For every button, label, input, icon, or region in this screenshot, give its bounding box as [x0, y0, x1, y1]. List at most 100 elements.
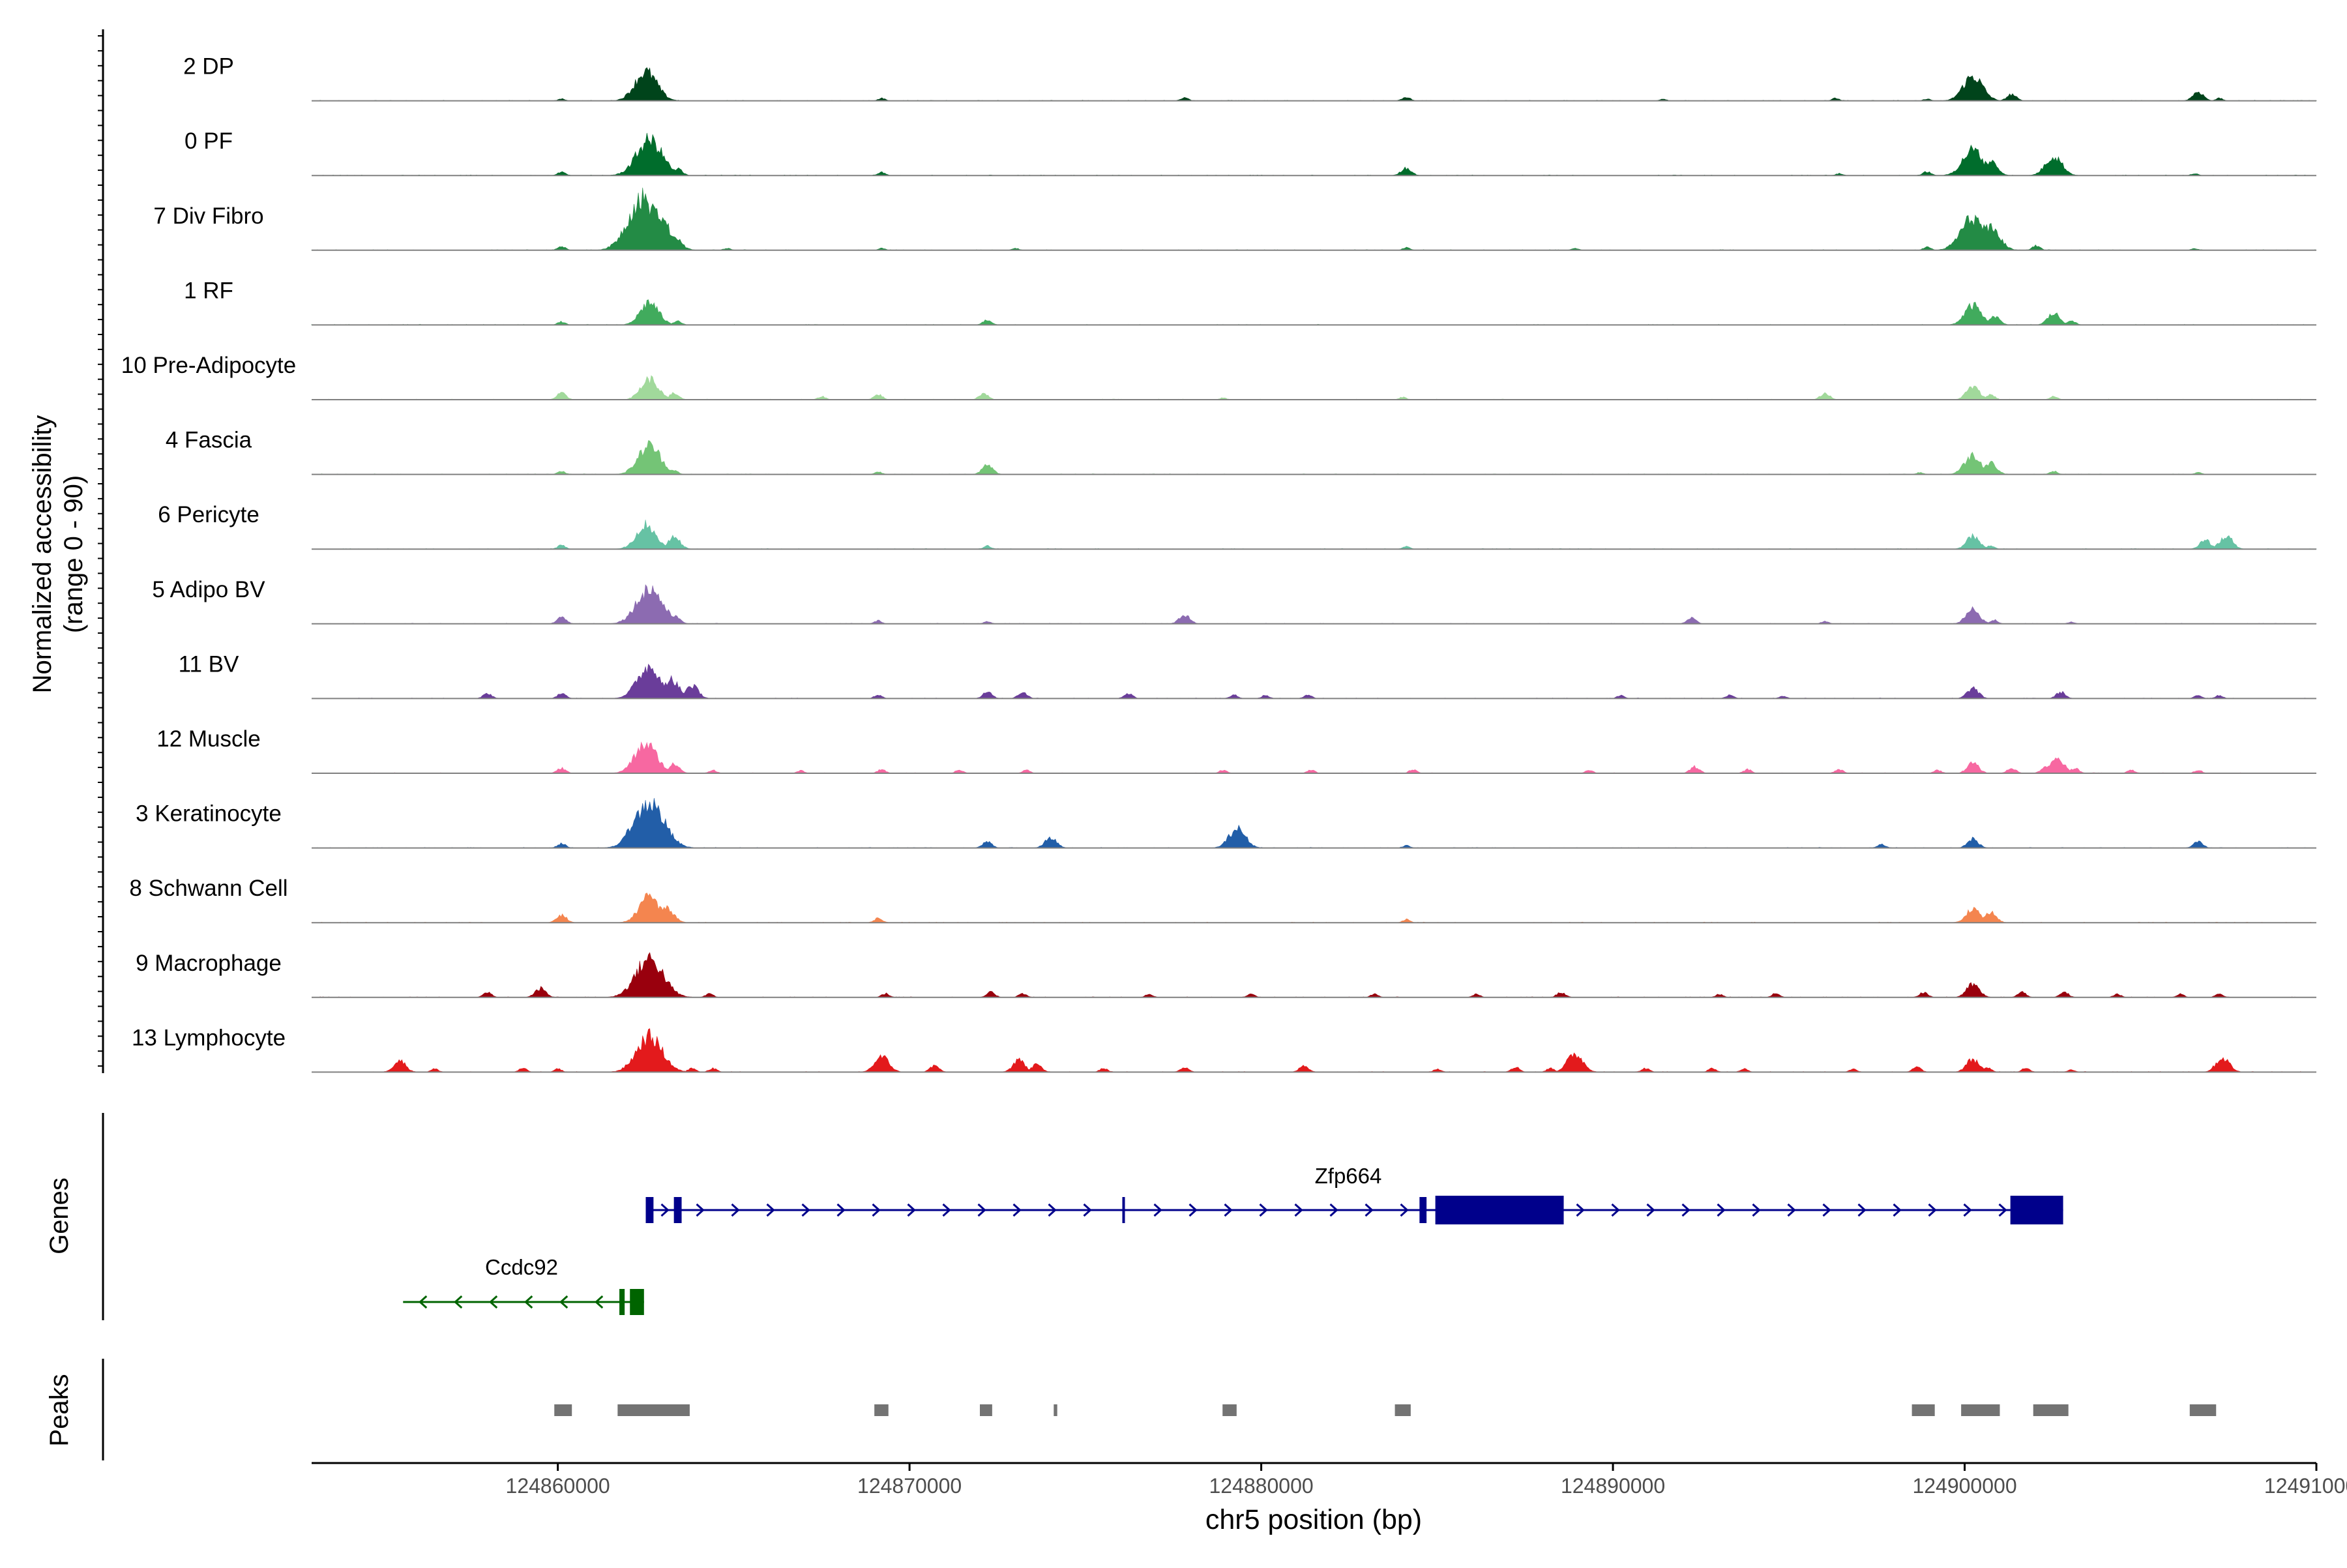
exon — [1122, 1197, 1125, 1223]
track-10: 3 Keratinocyte — [136, 798, 2316, 849]
strand-chevron — [1576, 1203, 1585, 1217]
track-4: 10 Pre-Adipocyte — [121, 353, 2316, 400]
coverage-area — [312, 1028, 2316, 1072]
strand-chevron — [489, 1295, 498, 1309]
coverage-area — [312, 952, 2316, 998]
strand-chevron — [1224, 1203, 1233, 1217]
strand-chevron — [977, 1203, 986, 1217]
strand-chevron — [1822, 1203, 1831, 1217]
peak-region — [874, 1404, 889, 1416]
coverage-tracks: 2 DP 0 PF 7 Div Fibro 1 RF 10 Pre-Adipocyte 4… — [121, 54, 2317, 1073]
track-label: 6 Pericyte — [158, 502, 259, 527]
strand-chevron — [660, 1203, 670, 1217]
strand-chevron — [1188, 1203, 1198, 1217]
coverage-area — [312, 741, 2317, 774]
strand-chevron — [1400, 1203, 1409, 1217]
track-6: 6 Pericyte — [158, 502, 2317, 550]
exon — [1419, 1197, 1427, 1223]
x-tick-label: 124910000 — [2264, 1474, 2347, 1498]
coverage-area — [312, 440, 2316, 475]
track-label: 7 Div Fibro — [153, 203, 263, 229]
strand-chevron — [1294, 1203, 1303, 1217]
strand-chevron — [696, 1203, 705, 1217]
genes-panel-label: Genes — [45, 1177, 74, 1254]
x-tick-label: 124880000 — [1209, 1474, 1313, 1498]
peak-region — [2033, 1404, 2069, 1416]
track-label: 2 DP — [183, 54, 234, 80]
peak-region — [2189, 1404, 2217, 1416]
strand-chevron — [1646, 1203, 1655, 1217]
coverage-area — [312, 132, 2316, 176]
peak-panel — [554, 1404, 2217, 1416]
strand-chevron — [1611, 1203, 1620, 1217]
exon — [1435, 1196, 1564, 1224]
exon — [619, 1289, 625, 1315]
strand-chevron — [454, 1295, 463, 1309]
x-tick-label: 124870000 — [857, 1474, 962, 1498]
strand-chevron — [801, 1203, 810, 1217]
strand-chevron — [1893, 1203, 1902, 1217]
strand-chevron — [836, 1203, 846, 1217]
track-8: 11 BV — [179, 651, 2317, 700]
strand-chevron — [1787, 1203, 1796, 1217]
strand-chevron — [1048, 1203, 1057, 1217]
track-label: 11 BV — [179, 651, 239, 677]
coverage-area — [311, 893, 2316, 923]
peak-region — [554, 1404, 572, 1416]
strand-chevron — [1681, 1203, 1690, 1217]
x-tick-label: 124890000 — [1561, 1474, 1665, 1498]
track-label: 12 Muscle — [156, 726, 261, 752]
track-0: 2 DP — [183, 54, 2317, 102]
exon — [645, 1197, 654, 1223]
strand-chevron — [1998, 1203, 2007, 1217]
track-label: 3 Keratinocyte — [136, 801, 282, 827]
strand-chevron — [1153, 1203, 1162, 1217]
gene-zfp664: Zfp664 — [645, 1164, 2063, 1224]
track-11: 8 Schwann Cell — [129, 876, 2316, 924]
x-tick-label: 124860000 — [506, 1474, 610, 1498]
strand-chevron — [559, 1295, 568, 1309]
axes: 124860000 124870000 124880000 124890000 1249… — [98, 29, 2347, 1498]
peak-region — [980, 1404, 992, 1416]
track-label: 4 Fascia — [166, 428, 252, 453]
strand-chevron — [1717, 1203, 1726, 1217]
track-1: 0 PF — [185, 128, 2316, 177]
x-tick-label: 124900000 — [1912, 1474, 2016, 1498]
peak-region — [1961, 1404, 2000, 1416]
strand-chevron — [872, 1203, 881, 1217]
track-label: 9 Macrophage — [136, 951, 282, 976]
gene-ccdc92: Ccdc92 — [403, 1255, 644, 1315]
coverage-area — [312, 520, 2317, 550]
strand-chevron — [766, 1203, 775, 1217]
exon — [673, 1197, 682, 1223]
y-axis-label-line2: (range 0 - 90) — [59, 475, 88, 633]
coverage-area — [312, 663, 2317, 699]
peak-region — [1222, 1404, 1237, 1416]
strand-chevron — [907, 1203, 916, 1217]
track-9: 12 Muscle — [156, 726, 2317, 774]
strand-chevron — [942, 1203, 951, 1217]
exon — [2010, 1196, 2063, 1224]
strand-chevron — [1752, 1203, 1761, 1217]
strand-chevron — [1259, 1203, 1268, 1217]
strand-chevron — [1083, 1203, 1092, 1217]
track-5: 4 Fascia — [166, 428, 2316, 475]
track-3: 1 RF — [184, 278, 2316, 326]
track-label: 5 Adipo BV — [152, 577, 265, 602]
peaks-panel-label: Peaks — [45, 1374, 74, 1446]
peak-region — [617, 1404, 690, 1416]
gene-label: Ccdc92 — [485, 1255, 558, 1279]
coverage-area — [311, 187, 2317, 251]
y-axis-label-line1: Normalized accessibility — [28, 415, 57, 694]
track-label: 13 Lymphocyte — [132, 1025, 286, 1050]
strand-chevron — [1329, 1203, 1338, 1217]
strand-chevron — [595, 1295, 604, 1309]
strand-chevron — [419, 1295, 428, 1309]
peak-region — [1054, 1404, 1057, 1416]
track-label: 0 PF — [185, 128, 233, 154]
gene-panel: Zfp664 Ccdc92 — [403, 1164, 2063, 1315]
track-label: 8 Schwann Cell — [129, 876, 288, 901]
strand-chevron — [1365, 1203, 1374, 1217]
strand-chevron — [1963, 1203, 1972, 1217]
